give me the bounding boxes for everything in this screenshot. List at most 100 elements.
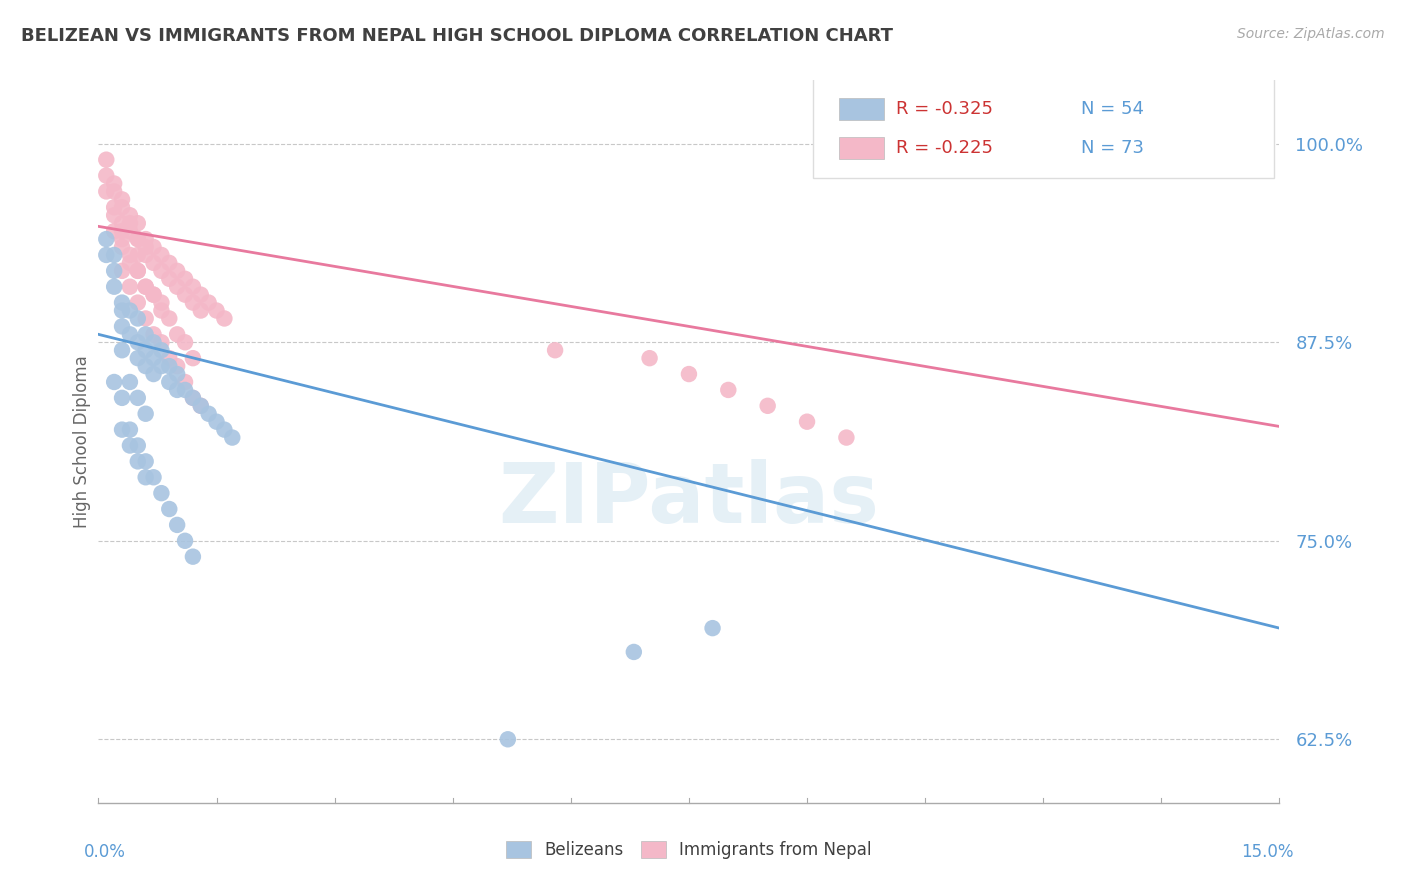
Point [221,431,243,445]
Point [166,279,188,293]
Point [135,470,157,484]
Point [118,438,141,452]
Point [111,423,134,437]
Point [127,295,149,310]
Point [103,224,125,238]
Point [118,327,141,342]
Point [135,232,157,246]
Point [135,454,157,468]
Point [118,375,141,389]
Point [190,399,212,413]
Point [181,351,204,366]
Point [150,486,173,500]
Text: N = 73: N = 73 [1081,139,1144,157]
Point [197,407,219,421]
Point [150,295,173,310]
Point [623,645,645,659]
Point [638,351,661,366]
Point [118,208,141,222]
Point [127,311,149,326]
Point [835,431,858,445]
Point [111,264,134,278]
Point [118,423,141,437]
Point [796,415,818,429]
Point [150,248,173,262]
Point [190,287,212,301]
Point [142,287,165,301]
Point [166,327,188,342]
Point [127,232,149,246]
Point [181,549,204,564]
Point [118,279,141,293]
Point [127,454,149,468]
Point [181,391,204,405]
Point [174,272,197,286]
Point [127,264,149,278]
Point [214,423,236,437]
Point [127,335,149,350]
Point [111,319,134,334]
Point [96,153,118,167]
Point [756,399,779,413]
Point [111,200,134,214]
Text: R = -0.225: R = -0.225 [896,139,993,157]
Point [96,232,118,246]
Point [103,185,125,199]
Text: ZIPatlas: ZIPatlas [499,458,879,540]
Point [118,256,141,270]
Point [166,359,188,373]
Point [135,327,157,342]
Point [127,216,149,230]
Point [174,533,197,548]
Text: 15.0%: 15.0% [1241,843,1294,861]
Point [150,359,173,373]
Point [205,415,228,429]
Point [111,343,134,358]
Point [127,351,149,366]
Point [166,367,188,381]
Point [174,375,197,389]
Point [157,502,180,516]
Point [103,248,125,262]
Point [157,351,180,366]
Point [157,359,180,373]
Point [142,256,165,270]
Point [135,279,157,293]
Point [157,256,180,270]
Point [157,311,180,326]
Point [111,303,134,318]
Text: 0.0%: 0.0% [84,843,127,861]
FancyBboxPatch shape [813,77,1274,178]
Point [111,216,134,230]
Point [118,248,141,262]
Text: R = -0.325: R = -0.325 [896,100,993,118]
Point [111,240,134,254]
Point [111,295,134,310]
Point [142,327,165,342]
Point [103,264,125,278]
Text: N = 54: N = 54 [1081,100,1144,118]
Point [174,287,197,301]
Point [103,208,125,222]
Point [174,383,197,397]
Point [127,391,149,405]
Point [135,240,157,254]
Point [197,295,219,310]
Point [142,335,165,350]
Legend: Belizeans, Immigrants from Nepal: Belizeans, Immigrants from Nepal [506,841,872,860]
Point [111,232,134,246]
Point [135,279,157,293]
Point [127,232,149,246]
Point [111,193,134,207]
Point [118,216,141,230]
Point [118,303,141,318]
FancyBboxPatch shape [839,98,884,120]
Point [142,367,165,381]
Point [103,177,125,191]
Point [181,279,204,293]
Point [142,470,165,484]
Point [157,375,180,389]
Point [150,264,173,278]
Point [142,240,165,254]
Point [181,391,204,405]
